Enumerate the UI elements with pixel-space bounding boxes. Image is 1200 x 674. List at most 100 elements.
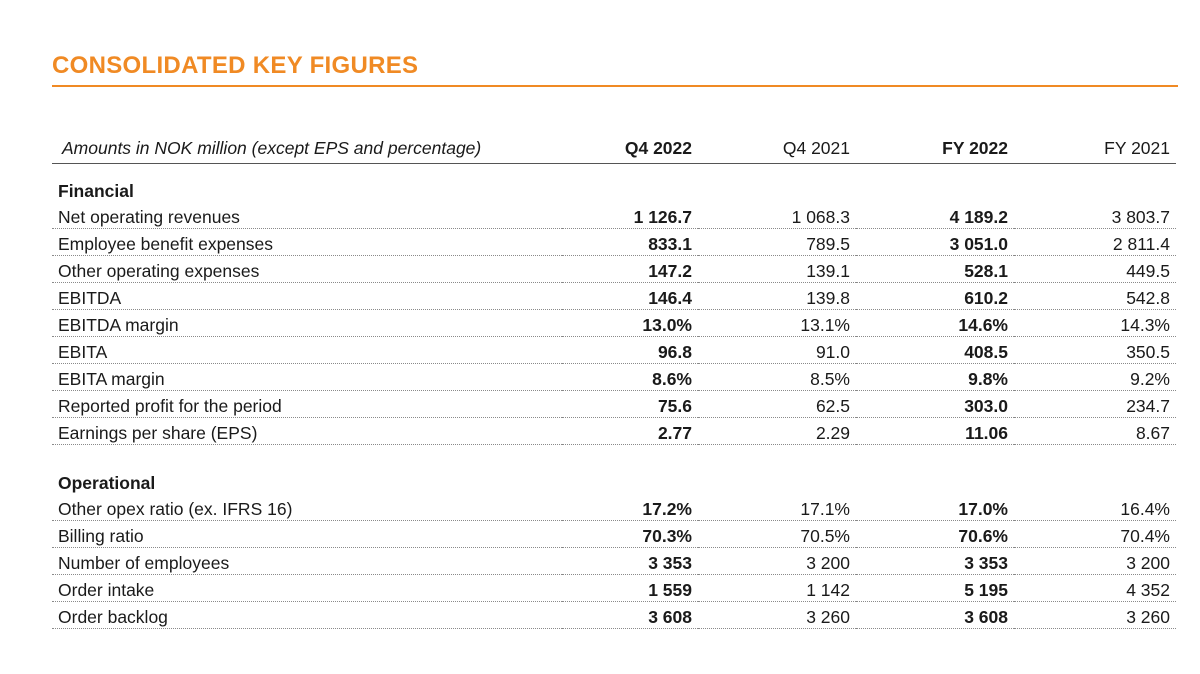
table-row: EBITDA 146.4 139.8 610.2 542.8	[52, 282, 1176, 310]
row-label: Net operating revenues	[52, 202, 562, 229]
value-fy-2021: 70.4%	[1014, 520, 1176, 548]
value-fy-2021: 350.5	[1014, 336, 1176, 364]
value-fy-2022: 528.1	[856, 255, 1014, 283]
section-heading-row: Financial	[52, 175, 1176, 202]
value-q4-2021: 70.5%	[698, 520, 856, 548]
value-q4-2021: 1 068.3	[698, 202, 856, 229]
value-fy-2022: 4 189.2	[856, 202, 1014, 229]
row-label: Employee benefit expenses	[52, 228, 562, 256]
table-row: EBITA margin 8.6% 8.5% 9.8% 9.2%	[52, 363, 1176, 391]
row-label: EBITDA	[52, 282, 562, 310]
row-label: Order intake	[52, 574, 562, 602]
value-fy-2022: 3 608	[856, 601, 1014, 629]
row-label: EBITA margin	[52, 363, 562, 391]
value-q4-2021: 2.29	[698, 417, 856, 445]
value-q4-2021: 3 260	[698, 601, 856, 629]
value-fy-2021: 2 811.4	[1014, 228, 1176, 256]
value-fy-2022: 610.2	[856, 282, 1014, 310]
section-heading: Operational	[58, 473, 156, 493]
value-fy-2022: 5 195	[856, 574, 1014, 602]
row-label: Other operating expenses	[52, 255, 562, 283]
value-q4-2022: 1 126.7	[562, 202, 698, 229]
value-q4-2021: 13.1%	[698, 309, 856, 337]
row-label: Order backlog	[52, 601, 562, 629]
header-row: Amounts in NOK million (except EPS and p…	[52, 134, 1176, 164]
header-fy-2021: FY 2021	[1014, 134, 1176, 164]
table-row: Earnings per share (EPS) 2.77 2.29 11.06 8.6…	[52, 417, 1176, 445]
value-q4-2021: 62.5	[698, 390, 856, 418]
value-fy-2021: 14.3%	[1014, 309, 1176, 337]
table-row: Other opex ratio (ex. IFRS 16) 17.2% 17.1%…	[52, 494, 1176, 521]
key-figures-table: Amounts in NOK million (except EPS and p…	[52, 134, 1176, 629]
row-label: EBITA	[52, 336, 562, 364]
table-row: Order intake 1 559 1 142 5 195 4 352	[52, 574, 1176, 602]
table-row: Employee benefit expenses 833.1 789.5 3 051…	[52, 228, 1176, 256]
table-row: Order backlog 3 608 3 260 3 608 3 260	[52, 601, 1176, 629]
header-q4-2022: Q4 2022	[562, 134, 698, 164]
value-q4-2022: 3 353	[562, 547, 698, 575]
row-label: Number of employees	[52, 547, 562, 575]
row-label: Reported profit for the period	[52, 390, 562, 418]
section-heading-row: Operational	[52, 467, 1176, 494]
value-fy-2021: 449.5	[1014, 255, 1176, 283]
table-row: Reported profit for the period 75.6 62.5 30…	[52, 390, 1176, 418]
header-amounts-note: Amounts in NOK million (except EPS and p…	[52, 134, 562, 164]
value-q4-2021: 789.5	[698, 228, 856, 256]
row-label: EBITDA margin	[52, 309, 562, 337]
value-q4-2022: 75.6	[562, 390, 698, 418]
value-q4-2021: 17.1%	[698, 494, 856, 521]
value-q4-2022: 8.6%	[562, 363, 698, 391]
value-q4-2022: 2.77	[562, 417, 698, 445]
spacer-cell	[52, 445, 1176, 468]
value-fy-2021: 3 803.7	[1014, 202, 1176, 229]
title-underline	[52, 85, 1178, 87]
header-fy-2022: FY 2022	[856, 134, 1014, 164]
value-fy-2022: 70.6%	[856, 520, 1014, 548]
table-row: Other operating expenses 147.2 139.1 528.1 4…	[52, 255, 1176, 283]
value-q4-2022: 146.4	[562, 282, 698, 310]
value-fy-2022: 3 051.0	[856, 228, 1014, 256]
table-row: Number of employees 3 353 3 200 3 353 3 200	[52, 547, 1176, 575]
value-fy-2022: 17.0%	[856, 494, 1014, 521]
value-fy-2022: 14.6%	[856, 309, 1014, 337]
value-q4-2022: 3 608	[562, 601, 698, 629]
value-fy-2021: 16.4%	[1014, 494, 1176, 521]
value-fy-2021: 4 352	[1014, 574, 1176, 602]
table-header: Amounts in NOK million (except EPS and p…	[52, 134, 1176, 164]
value-fy-2021: 542.8	[1014, 282, 1176, 310]
table-row: EBITDA margin 13.0% 13.1% 14.6% 14.3%	[52, 309, 1176, 337]
table-row: Billing ratio 70.3% 70.5% 70.6% 70.4%	[52, 520, 1176, 548]
table-row: EBITA 96.8 91.0 408.5 350.5	[52, 336, 1176, 364]
value-fy-2022: 11.06	[856, 417, 1014, 445]
value-q4-2022: 833.1	[562, 228, 698, 256]
row-label: Earnings per share (EPS)	[52, 417, 562, 445]
page-title: CONSOLIDATED KEY FIGURES	[52, 52, 419, 79]
value-q4-2022: 147.2	[562, 255, 698, 283]
section-spacer	[52, 164, 1176, 176]
value-q4-2022: 1 559	[562, 574, 698, 602]
section-spacer	[52, 445, 1176, 468]
spacer-cell	[52, 164, 1176, 176]
value-fy-2022: 3 353	[856, 547, 1014, 575]
value-fy-2021: 234.7	[1014, 390, 1176, 418]
value-fy-2021: 8.67	[1014, 417, 1176, 445]
value-fy-2022: 303.0	[856, 390, 1014, 418]
value-q4-2021: 3 200	[698, 547, 856, 575]
row-label: Billing ratio	[52, 520, 562, 548]
value-q4-2022: 70.3%	[562, 520, 698, 548]
value-fy-2022: 408.5	[856, 336, 1014, 364]
value-q4-2021: 1 142	[698, 574, 856, 602]
value-q4-2022: 17.2%	[562, 494, 698, 521]
row-label: Other opex ratio (ex. IFRS 16)	[52, 494, 562, 521]
value-fy-2021: 3 200	[1014, 547, 1176, 575]
value-q4-2021: 139.1	[698, 255, 856, 283]
table-row: Net operating revenues 1 126.7 1 068.3 4 18…	[52, 202, 1176, 229]
value-fy-2021: 9.2%	[1014, 363, 1176, 391]
value-q4-2021: 8.5%	[698, 363, 856, 391]
header-q4-2021: Q4 2021	[698, 134, 856, 164]
value-q4-2021: 139.8	[698, 282, 856, 310]
value-q4-2021: 91.0	[698, 336, 856, 364]
value-q4-2022: 13.0%	[562, 309, 698, 337]
value-fy-2022: 9.8%	[856, 363, 1014, 391]
value-q4-2022: 96.8	[562, 336, 698, 364]
